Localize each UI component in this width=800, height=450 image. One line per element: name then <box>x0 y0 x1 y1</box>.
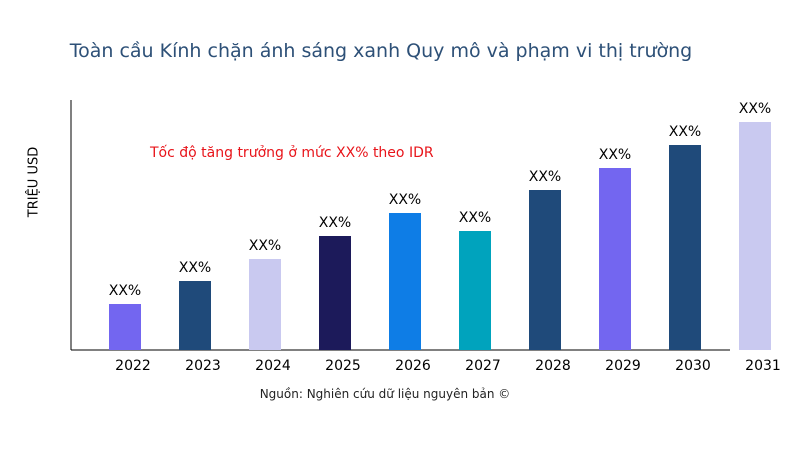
bar-2029 <box>599 168 631 350</box>
x-tick-label: 2022 <box>115 358 151 374</box>
bar-2027 <box>459 231 491 350</box>
data-label: XX% <box>599 147 631 163</box>
bar-2028 <box>529 190 561 350</box>
x-tick-label: 2027 <box>465 358 501 374</box>
x-tick-label: 2026 <box>395 358 431 374</box>
data-label: XX% <box>319 215 351 231</box>
data-label: XX% <box>739 101 771 117</box>
data-label: XX% <box>249 238 281 254</box>
x-tick-label: 2023 <box>185 358 221 374</box>
bar-2025 <box>319 236 351 350</box>
data-label: XX% <box>529 169 561 185</box>
x-tick-label: 2028 <box>535 358 571 374</box>
data-label: XX% <box>389 192 421 208</box>
x-tick-label: 2029 <box>605 358 641 374</box>
bar-2022 <box>109 304 141 350</box>
bar-2026 <box>389 213 421 350</box>
bar-2030 <box>669 145 701 350</box>
x-tick-label: 2030 <box>675 358 711 374</box>
x-tick-label: 2024 <box>255 358 291 374</box>
data-label: XX% <box>109 283 141 299</box>
bar-2031 <box>739 122 771 350</box>
bar-2024 <box>249 259 281 350</box>
x-tick-label: 2025 <box>325 358 361 374</box>
data-label: XX% <box>459 210 491 226</box>
chart-title: Toàn cầu Kính chặn ánh sáng xanh Quy mô … <box>69 40 693 62</box>
data-label: XX% <box>669 124 701 140</box>
source-note: Nguồn: Nghiên cứu dữ liệu nguyên bản © <box>259 387 511 401</box>
x-tick-label: 2031 <box>745 358 781 374</box>
bar-2023 <box>179 281 211 350</box>
growth-annotation: Tốc độ tăng trưởng ở mức XX% theo IDR <box>150 145 434 161</box>
data-label: XX% <box>179 260 211 276</box>
